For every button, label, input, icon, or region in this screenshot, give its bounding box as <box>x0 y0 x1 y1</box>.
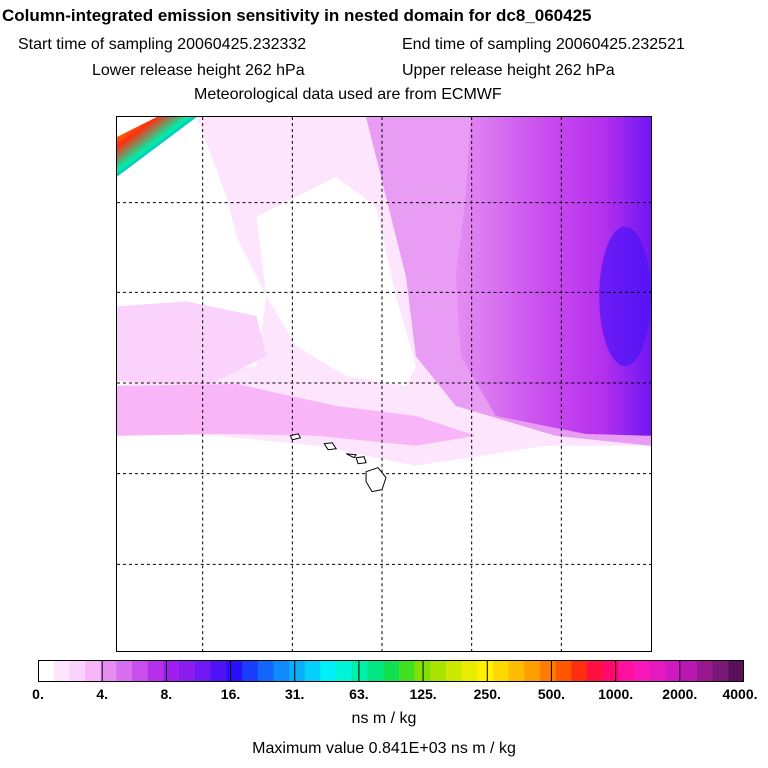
end-time: End time of sampling 20060425.232521 <box>402 36 685 53</box>
colorbar-segment <box>351 660 368 682</box>
island-oahu <box>323 442 338 451</box>
sensitivity-band-strong <box>455 117 651 436</box>
colorbar-segment <box>304 660 321 682</box>
colorbar-segment <box>618 660 635 682</box>
colorbar-tick-label: 16. <box>220 686 241 702</box>
colorbar-segment <box>38 660 55 682</box>
colorbar-segment <box>555 660 572 682</box>
map-title: Column-integrated emission sensitivity i… <box>2 6 592 25</box>
colorbar-segment <box>367 660 384 682</box>
colorbar-segment <box>728 660 744 682</box>
colorbar-segment <box>210 660 227 682</box>
start-time: Start time of sampling 20060425.232332 <box>18 36 307 53</box>
colorbar-segment <box>477 660 494 682</box>
colorbar-segment <box>226 660 243 682</box>
high-sensitivity-streak <box>117 117 197 177</box>
colorbar-segment <box>634 660 651 682</box>
colorbar-segment <box>147 660 165 682</box>
colorbar-segment <box>524 660 541 682</box>
colorbar-segment <box>194 660 212 682</box>
sensitivity-map <box>116 116 652 652</box>
colorbar-segment <box>241 660 259 682</box>
colorbar-segment <box>85 660 102 682</box>
island-hawaii <box>365 467 387 493</box>
colorbar-segment <box>665 660 682 682</box>
colorbar-segment <box>587 660 604 682</box>
colorbar-tick-label: 31. <box>284 686 305 702</box>
colorbar-segment <box>257 660 274 682</box>
colorbar-segment <box>445 660 463 682</box>
colorbar-segment <box>492 660 510 682</box>
colorbar-tick-label: 250. <box>473 686 501 702</box>
maximum-value: Maximum value 0.841E+03 ns m / kg <box>252 740 516 757</box>
colorbar-units: ns m / kg <box>351 710 417 727</box>
colorbar-border <box>38 660 744 682</box>
colorbar-segment <box>712 660 729 682</box>
colorbar-segment <box>336 660 353 682</box>
colorbar-segment <box>681 660 698 682</box>
colorbar-segment <box>289 660 306 682</box>
colorbar-segment <box>320 660 337 682</box>
colorbar-segment <box>571 660 588 682</box>
colorbar-segment <box>132 660 149 682</box>
lower-release-height: Lower release height 262 hPa <box>92 62 305 79</box>
colorbar-segment <box>602 660 619 682</box>
sensitivity-patch-west <box>117 301 267 386</box>
colorbar-tick-label: 125. <box>409 686 437 702</box>
colorbar-segment <box>100 660 117 682</box>
colorbar-segment <box>696 660 714 682</box>
colorbar-segment <box>179 660 196 682</box>
colorbar-segment <box>69 660 86 682</box>
coastline <box>289 433 387 493</box>
colorbar-segment <box>540 660 557 682</box>
low-sensitivity-region <box>256 176 416 386</box>
colorbar-segment <box>430 660 447 682</box>
colorbar-segment <box>508 660 525 682</box>
colorbar-segment <box>461 660 478 682</box>
colorbar-tick-label: 0. <box>32 686 44 702</box>
colorbar-tick-label: 4. <box>96 686 109 702</box>
colorbar-tick-label: 4000. <box>722 686 758 702</box>
met-data-source: Meteorological data used are from ECMWF <box>194 86 502 103</box>
colorbar-tick-label: 1000. <box>598 686 634 702</box>
colorbar-segment <box>163 660 180 682</box>
colorbar-segment <box>649 660 667 682</box>
lat-lon-grid <box>117 117 651 651</box>
colorbar-tick-label: 63. <box>349 686 369 702</box>
island-kauai <box>289 433 302 441</box>
colorbar-tick-label: 500. <box>537 686 566 702</box>
colorbar-segment <box>273 660 290 682</box>
island-maui <box>355 456 367 465</box>
sensitivity-band-south <box>117 384 476 446</box>
colorbar-segment <box>383 660 400 682</box>
island-molokai <box>345 453 357 459</box>
upper-release-height: Upper release height 262 hPa <box>402 62 615 79</box>
colorbar <box>38 660 744 682</box>
colorbar-tick-label: 2000. <box>662 686 698 702</box>
colorbar-segment <box>116 660 133 682</box>
colorbar-segment <box>53 660 70 682</box>
sensitivity-peak-east <box>599 226 651 367</box>
colorbar-segment <box>398 660 416 682</box>
colorbar-tick-label: 8. <box>160 686 173 702</box>
